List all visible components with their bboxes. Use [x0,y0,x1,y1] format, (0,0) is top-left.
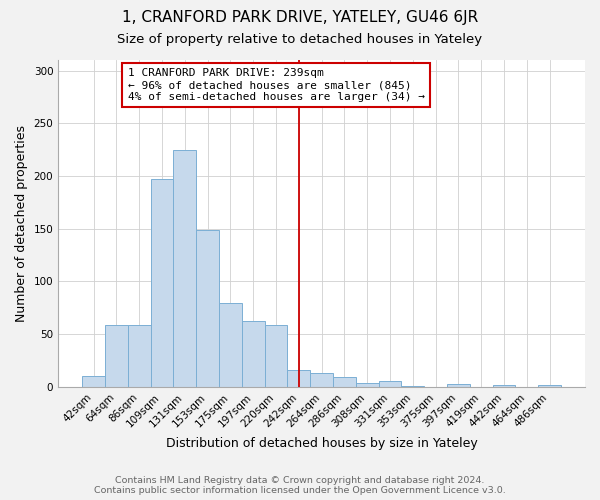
Bar [219,302,242,387]
Bar [447,384,470,387]
Bar [310,373,333,387]
Bar [356,382,379,387]
Bar [173,150,196,387]
Bar [287,370,310,387]
Text: Size of property relative to detached houses in Yateley: Size of property relative to detached ho… [118,32,482,46]
X-axis label: Distribution of detached houses by size in Yateley: Distribution of detached houses by size … [166,437,478,450]
Bar [538,385,561,387]
Y-axis label: Number of detached properties: Number of detached properties [15,125,28,322]
Bar [196,230,219,387]
Bar [401,386,424,387]
Bar [82,376,105,387]
Bar [333,378,356,387]
Bar [493,385,515,387]
Bar [128,324,151,387]
Bar [265,324,287,387]
Bar [105,324,128,387]
Bar [151,179,173,387]
Text: 1, CRANFORD PARK DRIVE, YATELEY, GU46 6JR: 1, CRANFORD PARK DRIVE, YATELEY, GU46 6J… [122,10,478,25]
Text: Contains HM Land Registry data © Crown copyright and database right 2024.
Contai: Contains HM Land Registry data © Crown c… [94,476,506,495]
Text: 1 CRANFORD PARK DRIVE: 239sqm
← 96% of detached houses are smaller (845)
4% of s: 1 CRANFORD PARK DRIVE: 239sqm ← 96% of d… [128,68,425,102]
Bar [242,320,265,387]
Bar [379,380,401,387]
